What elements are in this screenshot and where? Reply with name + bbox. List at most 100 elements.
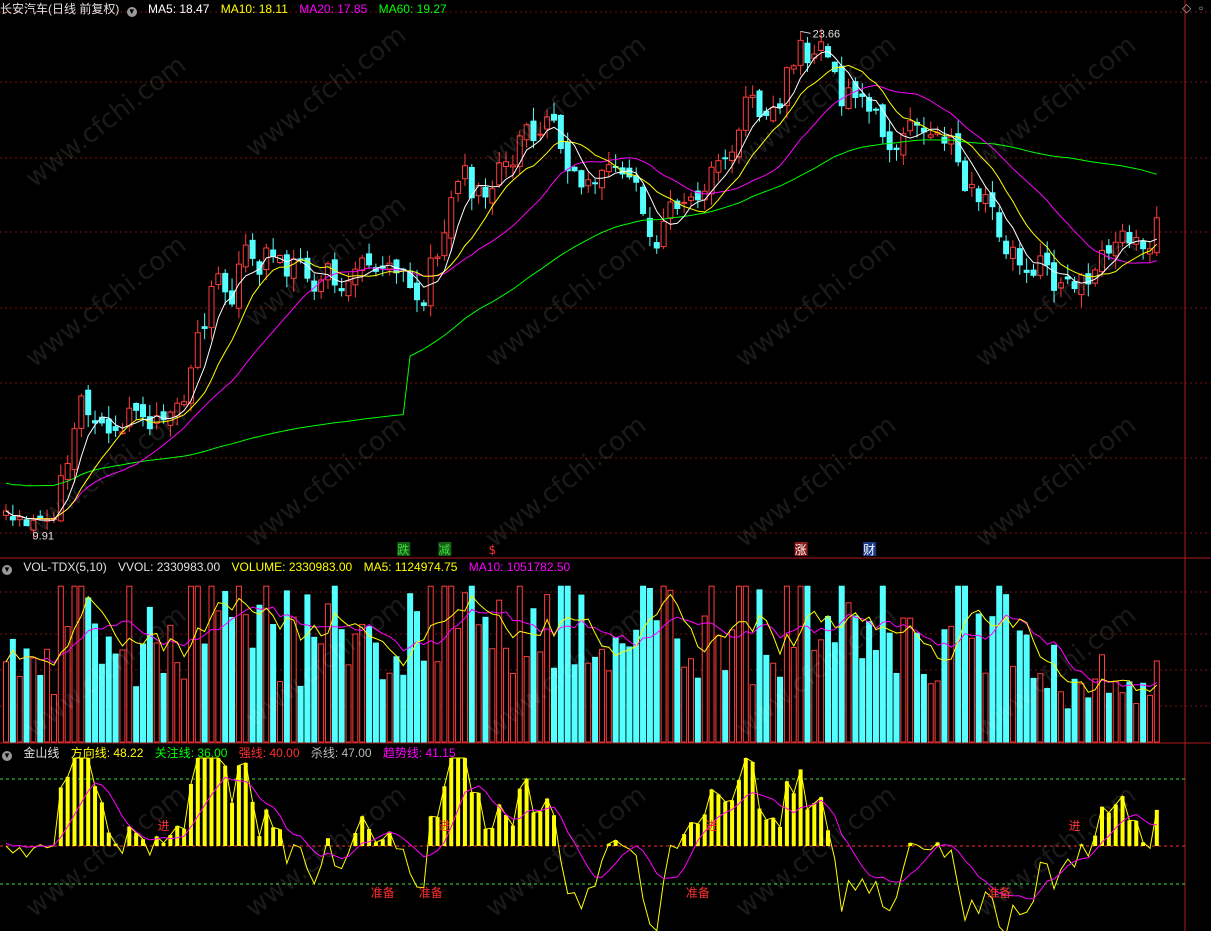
volume-bar xyxy=(222,590,229,743)
volume-bar xyxy=(201,643,208,743)
volume-bar xyxy=(1016,630,1023,743)
jinshan-bar xyxy=(517,788,522,846)
volume-bar xyxy=(818,639,825,743)
volume-bar xyxy=(140,643,146,743)
volume-bar xyxy=(71,585,78,743)
jinshan-bar xyxy=(784,781,789,846)
candle-body xyxy=(592,182,599,185)
candle-body xyxy=(729,151,736,162)
jinshan-bar xyxy=(93,786,98,846)
jinshan-bar xyxy=(113,843,118,846)
jinshan-bar xyxy=(106,832,111,846)
ma10-line xyxy=(5,64,1158,520)
volume-bar xyxy=(434,661,441,743)
volume-bar xyxy=(934,680,941,743)
volume-bar xyxy=(872,650,879,743)
volume-bar xyxy=(489,648,496,743)
candle-body xyxy=(688,196,694,201)
candle-body xyxy=(181,401,188,406)
volume-bar xyxy=(297,685,304,743)
candle-body xyxy=(140,404,146,418)
signal-label: $ xyxy=(489,543,497,557)
candle-body xyxy=(893,147,900,151)
jinshan-bar xyxy=(99,802,104,846)
volume-bar xyxy=(598,648,605,743)
candle-body xyxy=(455,181,462,195)
volume-bar xyxy=(37,674,44,743)
jinshan-signal-label: 准备 xyxy=(686,886,710,900)
main-legend: 长安汽车(日线 前复权) ▼ MA5: 18.47 MA10: 18.11 MA… xyxy=(0,1,455,17)
candle-body xyxy=(98,416,105,424)
candle-body xyxy=(735,129,742,158)
candle-body xyxy=(270,249,277,257)
jinshan-bar xyxy=(154,836,159,846)
volume-bar xyxy=(455,627,462,743)
jinshan-bar xyxy=(278,829,282,846)
scroll-arrow-icon[interactable]: ▫ xyxy=(1199,1,1204,15)
volume-bar xyxy=(126,585,133,743)
candle-body xyxy=(1126,231,1133,244)
candle-body xyxy=(544,116,551,130)
candle-body xyxy=(564,141,571,172)
candle-body xyxy=(1051,262,1058,291)
candle-body xyxy=(975,188,982,203)
volume-bar xyxy=(989,616,996,743)
candle-body xyxy=(331,259,338,286)
jinshan-legend: ▼ 金山线 方向线: 48.22 关注线: 36.00 强线: 40.00 杀线… xyxy=(0,745,464,761)
volume-bar xyxy=(633,629,640,743)
dropdown-icon[interactable]: ▼ xyxy=(2,751,12,761)
jinshan-bar xyxy=(538,811,543,846)
candle-body xyxy=(523,124,530,141)
jinshan-bar xyxy=(188,783,193,846)
volume-bar xyxy=(50,693,57,743)
volume-bar xyxy=(626,646,633,743)
candle-body xyxy=(756,90,763,118)
candle-body xyxy=(783,67,790,107)
candle-body xyxy=(578,170,585,188)
dropdown-icon[interactable]: ▼ xyxy=(126,7,137,17)
volume-bar xyxy=(516,585,523,743)
candle-body xyxy=(1016,248,1023,266)
jinshan-bar xyxy=(709,789,714,846)
volume-bar xyxy=(16,675,23,743)
jinshan-bar xyxy=(826,830,830,846)
candle-body xyxy=(790,65,797,70)
volume-bar xyxy=(1064,708,1071,743)
diamond-icon[interactable]: ◇ xyxy=(1182,1,1192,15)
volume-bar xyxy=(146,606,153,743)
volume-label: VOLUME: 2330983.00 xyxy=(231,560,353,574)
volume-bar xyxy=(167,624,174,743)
volume-bar xyxy=(955,585,962,743)
jinshan-indicator-name: 金山线 xyxy=(23,746,60,760)
volume-bar xyxy=(605,670,612,743)
candle-body xyxy=(290,258,297,279)
volume-bar xyxy=(393,656,400,743)
jinshan-bar xyxy=(168,835,173,846)
volume-bar xyxy=(318,643,325,743)
volume-bar xyxy=(1003,594,1010,743)
candle-body xyxy=(831,61,838,73)
candle-body xyxy=(414,282,420,301)
jinshan-bar xyxy=(689,822,693,846)
volume-bar xyxy=(845,602,852,743)
volume-bar xyxy=(653,620,660,743)
volume-bar xyxy=(345,664,352,743)
volume-bar xyxy=(790,647,797,743)
candle-body xyxy=(461,165,468,180)
jinshan-bar xyxy=(510,825,515,846)
candle-body xyxy=(482,186,489,198)
jinshan-bar xyxy=(695,823,700,846)
candle-body xyxy=(551,113,557,121)
ma20-label: MA20: 17.85 xyxy=(299,2,368,16)
volume-bar xyxy=(92,623,99,743)
jinshan-bar xyxy=(271,827,276,846)
jinshan-bar xyxy=(497,804,502,846)
volume-bar xyxy=(996,585,1003,743)
candle-body xyxy=(283,254,290,277)
candle-body xyxy=(598,169,605,189)
dropdown-icon[interactable]: ▼ xyxy=(2,565,12,575)
signal-badge xyxy=(794,542,808,556)
volume-bar xyxy=(537,651,544,743)
volume-bar xyxy=(701,615,708,743)
